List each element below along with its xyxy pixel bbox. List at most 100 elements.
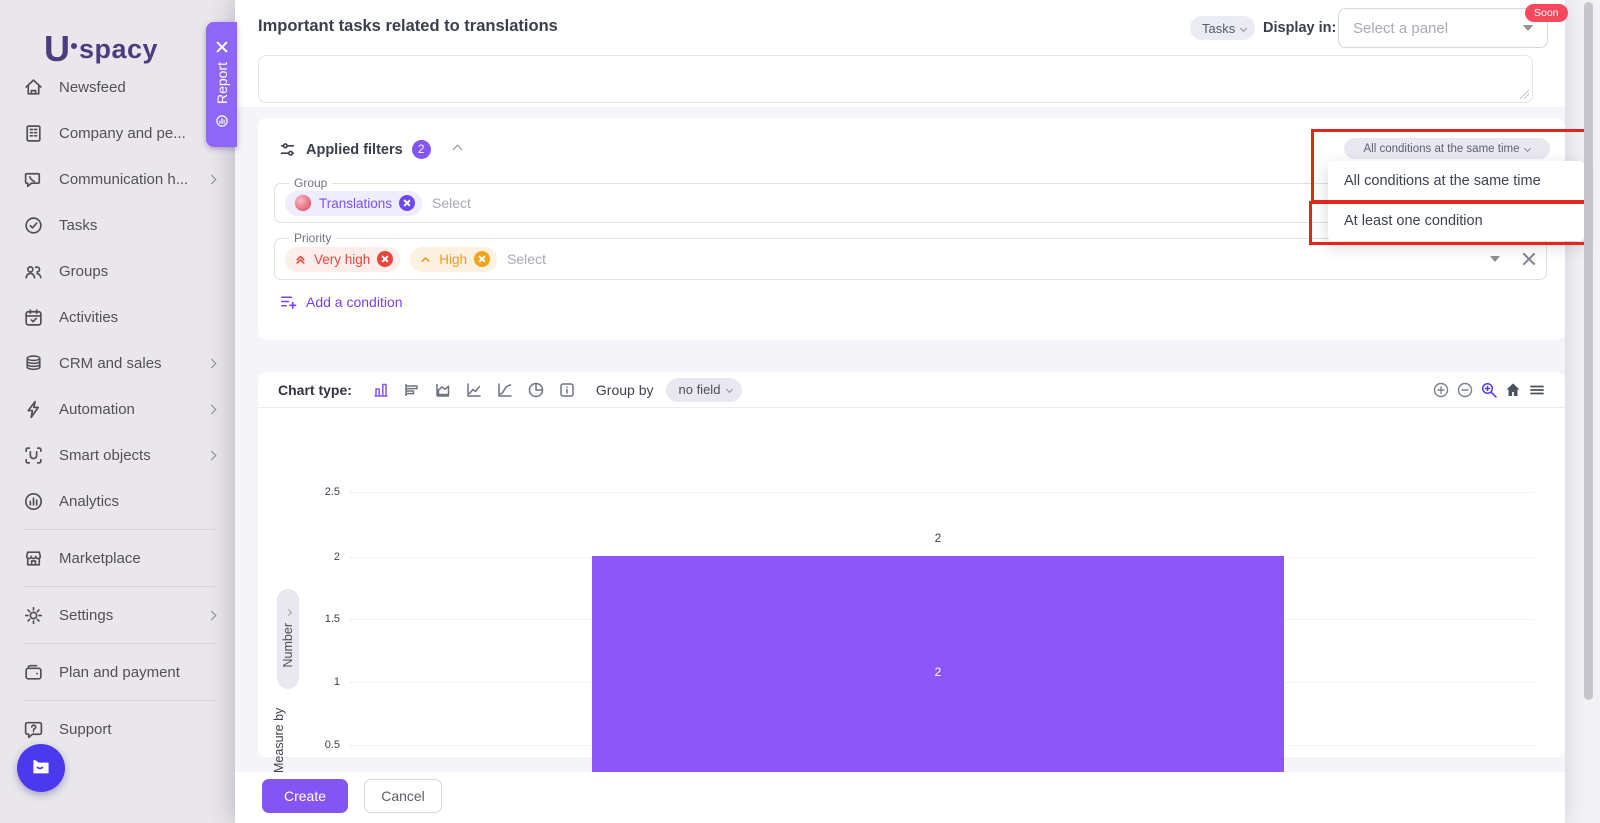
group-by-label: Group by [595,381,654,398]
sidebar-item-groups[interactable]: Groups [0,248,235,294]
vertical-scrollbar[interactable] [1584,2,1593,700]
caret-down-icon[interactable] [1490,256,1500,262]
logo-letter: U [44,28,70,69]
panel-select[interactable]: Select a panel [1338,8,1548,48]
create-button[interactable]: Create [262,779,348,813]
sidebar-item-newsfeed[interactable]: Newsfeed [0,64,235,110]
horizontal-bar-chart-icon[interactable] [403,381,421,399]
vertical-bar-chart-icon[interactable] [372,381,390,399]
sidebar-item-label: Automation [59,400,135,418]
sidebar-item-automation[interactable]: Automation [0,386,235,432]
sidebar-item-activities[interactable]: Activities [0,294,235,340]
gridline [350,492,1534,493]
sidebar-item-tasks[interactable]: Tasks [0,202,235,248]
sidebar-item-company[interactable]: Company and pe... [0,110,235,156]
conditions-mode-pill[interactable]: All conditions at the same time [1344,138,1550,159]
y-tick-label: 2.5 [324,486,340,498]
sidebar-item-crm[interactable]: CRM and sales [0,340,235,386]
sidebar-item-label: CRM and sales [59,354,162,372]
check-circle-icon [25,216,42,234]
page-title: Important tasks related to translations [258,17,558,35]
close-icon[interactable] [216,41,228,53]
chat-launcher-button[interactable] [17,744,65,792]
chip-label: Translations [319,195,393,211]
applied-filters-header[interactable]: Applied filters 2 [280,140,463,159]
chart-circle-icon [24,492,43,510]
add-condition-icon [281,296,297,309]
remove-chip-icon[interactable] [474,251,491,267]
sidebar-item-settings[interactable]: Settings [0,592,235,638]
option-all-conditions[interactable]: All conditions at the same time [1344,173,1541,189]
resize-handle[interactable] [1520,90,1529,99]
chevron-up-icon[interactable] [452,144,463,155]
chevron-right-icon [206,358,217,368]
sidebar-item-smart-objects[interactable]: Smart objects [0,432,235,478]
add-condition-link[interactable]: Add a condition [280,293,403,310]
sidebar-item-plan-payment[interactable]: Plan and payment [0,649,235,695]
sidebar-item-marketplace[interactable]: Marketplace [0,535,235,581]
sidebar-item-label: Communication h... [59,170,189,188]
pie-chart-icon[interactable] [527,381,545,399]
area-chart-icon[interactable] [434,381,452,399]
magnifier-icon[interactable] [1481,382,1497,398]
sidebar-item-communication[interactable]: Communication h... [0,156,235,202]
chevron-down-icon [1240,24,1248,32]
chevron-right-icon [206,450,217,460]
menu-icon[interactable] [1529,382,1545,398]
y-tick-label: 2 [333,551,340,563]
priority-field-placeholder: Select [507,251,546,267]
entity-select-pill[interactable]: Tasks [1190,16,1256,40]
clear-field-icon[interactable] [1522,252,1536,266]
line-chart-icon[interactable] [465,381,483,399]
bar-value-label-inside: 2 [934,665,942,679]
chevron-right-icon [206,404,217,414]
smooth-line-chart-icon[interactable] [496,381,514,399]
chevron-right-icon [206,610,217,620]
report-builder-panel: Important tasks related to translations … [235,0,1568,823]
chip-label: Very high [314,251,371,267]
database-icon [26,354,41,370]
uspacy-logo[interactable]: U spacy [44,28,158,69]
display-in-label: Display in: [1263,20,1337,36]
home-reset-icon[interactable] [1505,382,1521,398]
group-by-select[interactable]: no field [665,377,743,402]
info-card-icon[interactable] [558,381,576,399]
sidebar-item-support[interactable]: Support [0,706,235,752]
priority-very-high-icon [296,255,305,264]
sidebar-divider [23,529,215,530]
priority-filter-field[interactable]: Priority Very high High Select [274,231,1547,280]
remove-chip-icon[interactable] [377,251,394,267]
filter-chip-translations: Translations [285,190,423,216]
measure-axis-value: Number [281,623,295,668]
home-icon [25,78,42,95]
wallet-icon [25,664,42,680]
lightning-icon [27,400,40,418]
zoom-out-icon[interactable] [1457,382,1473,398]
cancel-button[interactable]: Cancel [364,779,442,813]
remove-chip-icon[interactable] [399,195,416,211]
dialog-footer: Create Cancel [235,772,1565,823]
report-side-tab[interactable]: Report [206,22,237,147]
storefront-icon [25,550,42,566]
group-field-legend: Group [289,176,333,190]
sidebar-item-label: Company and pe... [59,124,186,142]
chevron-down-icon [1524,144,1532,153]
gear-icon [24,606,43,624]
group-by-value: no field [678,382,721,397]
zoom-in-icon[interactable] [1433,382,1449,398]
measure-axis-button[interactable]: Number [277,589,299,689]
group-field-placeholder: Select [432,195,471,211]
description-textarea[interactable] [258,55,1533,103]
y-tick-label: 0.5 [324,739,340,751]
sidebar-item-label: Smart objects [59,446,151,464]
caret-down-icon [1523,25,1533,31]
y-tick-label: 1 [333,676,340,688]
group-avatar [294,194,312,212]
sidebar-item-analytics[interactable]: Analytics [0,478,235,524]
option-at-least-one[interactable]: At least one condition [1344,213,1483,229]
report-tab-label: Report [213,62,230,105]
soon-badge: Soon [1525,4,1568,22]
chat-bubble-icon [33,759,49,774]
help-bubble-icon [24,721,43,738]
sidebar-item-label: Activities [59,308,119,326]
